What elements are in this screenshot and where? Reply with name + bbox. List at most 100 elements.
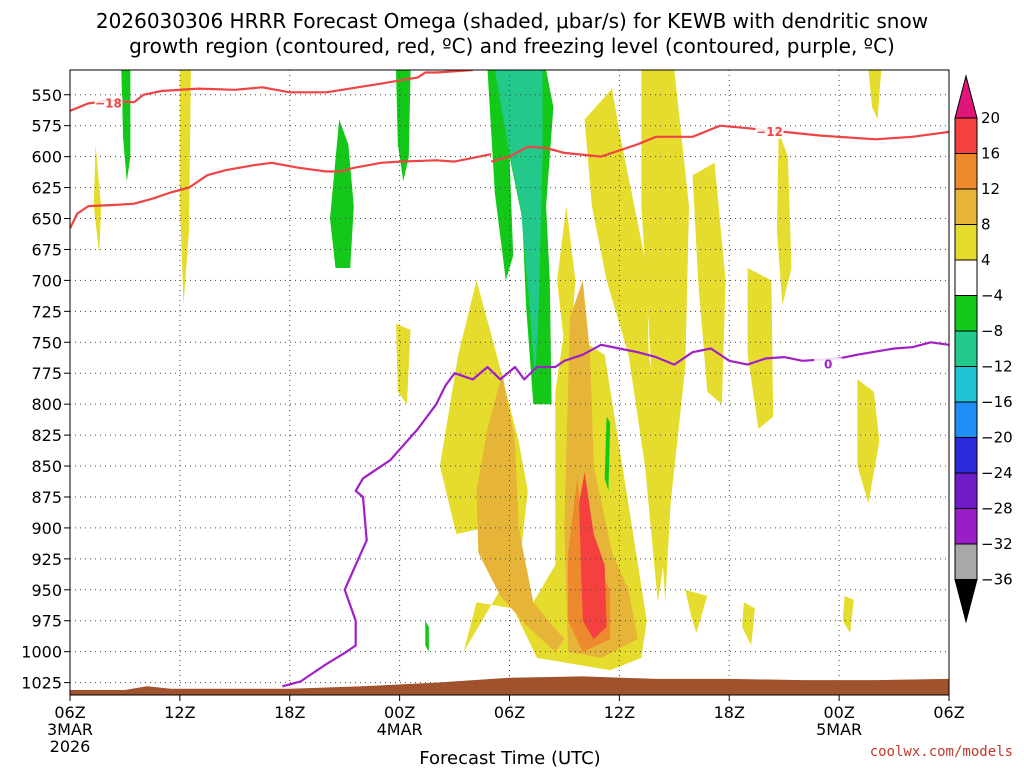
y-tick-label-625: 625 [31, 179, 62, 198]
omega-region-4 [641, 70, 689, 603]
contour-label-dgz_minus12_upper: −12 [756, 125, 783, 139]
colorbar-label-13: −36 [981, 571, 1013, 589]
omega-region-11 [842, 596, 854, 634]
omega-region-19 [579, 472, 607, 640]
colorbar-box-2 [954, 508, 978, 545]
omega-region-14 [93, 144, 102, 256]
colorbar-label-1: 16 [981, 145, 1000, 163]
y-tick-label-675: 675 [31, 240, 62, 259]
colorbar-box-6 [954, 366, 978, 403]
x-tick-label-5: 12Z [604, 703, 635, 722]
colorbar-label-0: 20 [981, 109, 1000, 127]
contour-label-bg-freezing_level [814, 357, 843, 372]
colorbar-box-5 [954, 401, 978, 438]
colorbar-box-8 [954, 295, 978, 332]
colorbar-label-8: −16 [981, 393, 1013, 411]
colorbar-top-arrow [954, 74, 978, 119]
y-tick-label-725: 725 [31, 302, 62, 321]
omega-shading-layer [93, 70, 882, 671]
colorbar-box-12 [954, 153, 978, 190]
omega-region-5 [692, 162, 726, 405]
contour-freezing_level [282, 341, 949, 688]
y-tick-label-775: 775 [31, 364, 62, 383]
plot-area: −18 −12 0 [69, 69, 950, 696]
colorbar-box-3 [954, 472, 978, 509]
colorbar-label-11: −28 [981, 500, 1013, 518]
y-tick-label-875: 875 [31, 488, 62, 507]
y-tick-label-700: 700 [31, 271, 62, 290]
x-tick-label-0: 06Z [54, 703, 85, 722]
omega-region-16 [476, 373, 565, 652]
colorbar: 20 16 12 8 4 −4 −8 −12 −16 −20 −24 −28 −32 −36 [954, 74, 1013, 624]
x-tick-label-6: 18Z [714, 703, 745, 722]
colorbar-box-1 [954, 543, 978, 580]
y-tick-label-850: 850 [31, 457, 62, 476]
y-tick-label-1025: 1025 [21, 674, 62, 693]
x-tick-year-0: 2026 [50, 737, 91, 756]
x-tick-date-3: 4MAR [377, 720, 423, 739]
y-tick-label-600: 600 [31, 148, 62, 167]
colorbar-label-2: 12 [981, 180, 1000, 198]
y-tick-label-975: 975 [31, 612, 62, 631]
omega-region-22 [396, 70, 411, 182]
x-tick-label-1: 12Z [164, 703, 195, 722]
y-tick-label-550: 550 [31, 86, 62, 105]
y-tick-label-950: 950 [31, 581, 62, 600]
colorbar-box-9 [954, 259, 978, 296]
y-tick-label-925: 925 [31, 550, 62, 569]
colorbar-box-13 [954, 117, 978, 154]
omega-region-3 [584, 88, 667, 603]
colorbar-box-10 [954, 224, 978, 261]
omega-region-6 [685, 589, 708, 634]
terrain [70, 676, 949, 695]
colorbar-label-5: −4 [981, 287, 1003, 305]
chart-title-line2: growth region (contoured, red, ºC) and f… [129, 34, 895, 58]
y-tick-label-900: 900 [31, 519, 62, 538]
y-tick-label-575: 575 [31, 117, 62, 136]
colorbar-label-3: 8 [981, 216, 991, 234]
colorbar-label-7: −12 [981, 358, 1013, 376]
y-tick-label-825: 825 [31, 426, 62, 445]
x-tick-label-3: 00Z [384, 703, 415, 722]
colorbar-label-10: −24 [981, 464, 1013, 482]
contour-label-bg-dgz_minus18 [94, 96, 123, 111]
omega-region-9 [857, 379, 880, 504]
contour-label-freezing_level: 0 [824, 358, 832, 372]
colorbar-label-9: −20 [981, 429, 1013, 447]
x-tick-date-0: 3MAR [47, 720, 93, 739]
colorbar-bottom-arrow [954, 579, 978, 624]
ground-layer [70, 676, 949, 695]
chart-title-line1: 2026030306 HRRR Forecast Omega (shaded, … [96, 9, 928, 33]
credit-text: coolwx.com/models [870, 744, 1013, 760]
omega-region-10 [742, 602, 755, 646]
y-axis-ticks: 550 575 600 625 650 675 700 725 750 775 800 825 850 8… [21, 86, 70, 693]
omega-region-12 [868, 70, 882, 120]
y-tick-label-650: 650 [31, 210, 62, 229]
colorbar-label-6: −8 [981, 322, 1003, 340]
colorbar-label-12: −32 [981, 535, 1013, 553]
contour-dgz_minus12_upper [490, 124, 949, 163]
colorbar-box-7 [954, 330, 978, 367]
contour-layer: −18 −12 0 [70, 70, 949, 688]
omega-region-7 [747, 268, 774, 429]
omega-region-15 [396, 323, 411, 405]
x-tick-label-7: 00Z [823, 703, 854, 722]
x-tick-date-7: 5MAR [816, 720, 862, 739]
colorbar-box-11 [954, 188, 978, 225]
colorbar-box-4 [954, 437, 978, 474]
x-tick-label-4: 06Z [494, 703, 525, 722]
y-tick-label-750: 750 [31, 333, 62, 352]
omega-region-25 [425, 620, 429, 652]
y-tick-label-1000: 1000 [21, 643, 62, 662]
x-tick-label-2: 18Z [274, 703, 305, 722]
x-tick-label-8: 06Z [933, 703, 964, 722]
contour-label-dgz_minus18: −18 [95, 96, 122, 110]
contour-dgz_minus12_lower [70, 153, 492, 229]
omega-region-24 [604, 416, 611, 491]
grid-layer [70, 70, 949, 695]
colorbar-label-4: 4 [981, 251, 991, 269]
omega-region-8 [776, 131, 792, 306]
contour-label-bg-dgz_minus12_upper [755, 124, 784, 139]
